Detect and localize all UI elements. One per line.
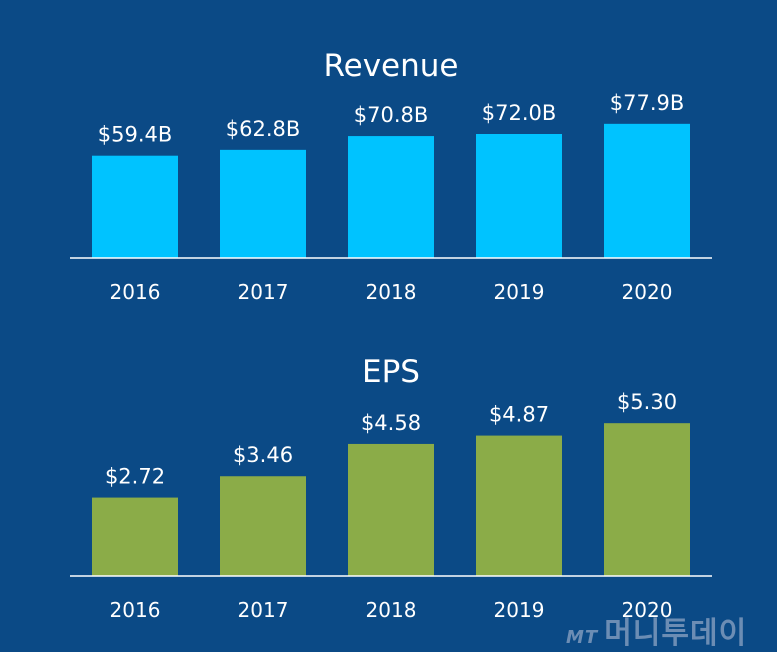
eps-x-tick-2017: 2017 <box>238 598 289 622</box>
eps-data-label-2020: $5.30 <box>617 390 677 414</box>
revenue-bar-2016 <box>92 155 178 258</box>
eps-bar-2016 <box>92 497 178 576</box>
eps-data-label-2019: $4.87 <box>489 403 549 427</box>
revenue-data-label-2017: $62.8B <box>226 117 301 141</box>
revenue-x-tick-2016: 2016 <box>110 280 161 304</box>
revenue-x-tick-2019: 2019 <box>494 280 545 304</box>
eps-bar-2019 <box>476 435 562 576</box>
revenue-bar-2020 <box>604 123 690 258</box>
revenue-x-tick-2020: 2020 <box>622 280 673 304</box>
revenue-bar-2019 <box>476 134 562 258</box>
revenue-data-label-2018: $70.8B <box>354 103 429 127</box>
eps-x-tick-2018: 2018 <box>366 598 417 622</box>
eps-bar-2020 <box>604 423 690 576</box>
revenue-chart-title: Revenue <box>323 48 458 84</box>
eps-data-label-2016: $2.72 <box>105 465 165 489</box>
revenue-data-label-2016: $59.4B <box>98 123 173 147</box>
revenue-x-tick-2017: 2017 <box>238 280 289 304</box>
eps-x-tick-2020: 2020 <box>622 598 673 622</box>
revenue-data-label-2020: $77.9B <box>610 91 685 115</box>
eps-chart-title: EPS <box>362 354 420 390</box>
eps-x-tick-2019: 2019 <box>494 598 545 622</box>
revenue-x-tick-2018: 2018 <box>366 280 417 304</box>
eps-bar-2018 <box>348 443 434 576</box>
watermark-logo: MT 머니투데이 <box>566 616 748 651</box>
eps-data-label-2018: $4.58 <box>361 411 421 435</box>
eps-data-label-2017: $3.46 <box>233 443 293 467</box>
eps-x-tick-2016: 2016 <box>110 598 161 622</box>
revenue-bar-2018 <box>348 136 434 258</box>
revenue-data-label-2019: $72.0B <box>482 101 557 125</box>
eps-bar-2017 <box>220 476 306 576</box>
revenue-bar-2017 <box>220 149 306 258</box>
